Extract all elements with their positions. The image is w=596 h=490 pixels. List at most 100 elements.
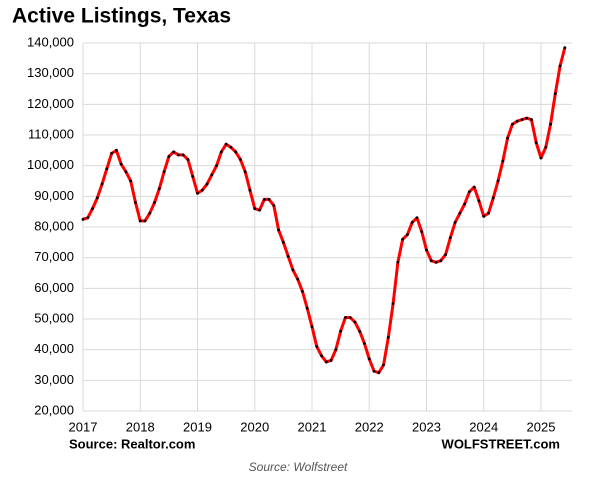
chart-title: Active Listings, Texas — [12, 5, 231, 28]
point — [205, 182, 209, 186]
point — [415, 216, 419, 220]
point — [248, 188, 252, 192]
point — [234, 150, 238, 154]
point — [162, 170, 166, 174]
point — [119, 162, 123, 166]
x-tick-label: 2024 — [469, 419, 498, 434]
point — [258, 208, 261, 212]
point — [463, 202, 467, 206]
point — [315, 345, 319, 348]
caption: Source: Wolfstreet — [249, 460, 348, 474]
x-tick-label: 2021 — [298, 419, 327, 434]
y-tick-label: 20,000 — [34, 402, 74, 417]
point — [515, 119, 519, 123]
point — [506, 136, 510, 140]
x-tick-label: 2025 — [527, 419, 556, 434]
point — [563, 46, 567, 49]
point — [372, 369, 376, 373]
source-left: Source: Realtor.com — [69, 436, 195, 451]
point — [520, 118, 524, 122]
point — [191, 175, 195, 178]
point — [277, 228, 281, 232]
point — [324, 360, 328, 364]
point — [539, 156, 543, 160]
point — [157, 187, 161, 191]
point — [429, 259, 433, 263]
y-tick-label: 70,000 — [34, 249, 74, 264]
point — [410, 221, 414, 224]
y-tick-label: 120,000 — [27, 96, 74, 111]
point — [229, 145, 233, 149]
point — [114, 148, 118, 152]
point — [377, 371, 381, 375]
y-tick-label: 60,000 — [34, 280, 74, 295]
point — [367, 357, 371, 361]
point — [262, 198, 266, 201]
point — [448, 236, 452, 240]
point — [544, 145, 548, 149]
point — [272, 204, 276, 207]
point — [138, 219, 142, 223]
point — [382, 363, 385, 367]
point — [348, 316, 352, 319]
point — [177, 153, 180, 157]
point — [186, 158, 190, 161]
point — [458, 211, 462, 215]
point — [549, 122, 552, 126]
point — [243, 170, 247, 174]
point — [343, 316, 347, 319]
point — [267, 198, 271, 201]
point — [558, 64, 562, 68]
point — [310, 325, 314, 329]
point — [363, 342, 366, 345]
point — [510, 122, 514, 126]
point — [553, 92, 557, 95]
point — [224, 142, 228, 146]
point — [301, 290, 304, 293]
point — [181, 153, 185, 157]
point — [501, 159, 505, 163]
point — [496, 179, 500, 183]
point — [339, 329, 343, 333]
point — [425, 248, 428, 252]
point — [468, 190, 471, 194]
point — [239, 158, 242, 161]
point — [110, 152, 114, 155]
point — [391, 302, 395, 306]
y-tick-label: 140,000 — [27, 34, 74, 49]
point — [329, 359, 333, 362]
point — [406, 233, 409, 237]
point — [472, 185, 476, 189]
point — [320, 354, 323, 358]
point — [210, 173, 214, 177]
point — [91, 207, 94, 211]
point — [124, 170, 128, 174]
point — [172, 150, 176, 154]
point — [530, 118, 533, 122]
point — [482, 214, 486, 218]
point — [453, 221, 457, 224]
point — [148, 211, 152, 215]
point — [200, 188, 204, 192]
point — [477, 199, 481, 203]
point — [134, 201, 137, 204]
y-tick-label: 30,000 — [34, 372, 74, 387]
point — [291, 268, 295, 272]
point — [305, 306, 309, 310]
point — [81, 217, 85, 221]
point — [491, 196, 495, 200]
x-tick-label: 2018 — [126, 419, 155, 434]
x-tick-label: 2017 — [69, 419, 98, 434]
line — [82, 47, 567, 375]
point — [525, 116, 529, 120]
point — [153, 201, 156, 204]
point — [296, 277, 300, 281]
y-tick-label: 100,000 — [27, 157, 74, 172]
x-tick-label: 2022 — [355, 419, 384, 434]
point — [534, 141, 538, 145]
point — [215, 164, 218, 168]
point — [100, 182, 104, 186]
y-tick-label: 110,000 — [28, 126, 74, 141]
y-tick-label: 50,000 — [34, 310, 74, 325]
point — [396, 260, 400, 264]
